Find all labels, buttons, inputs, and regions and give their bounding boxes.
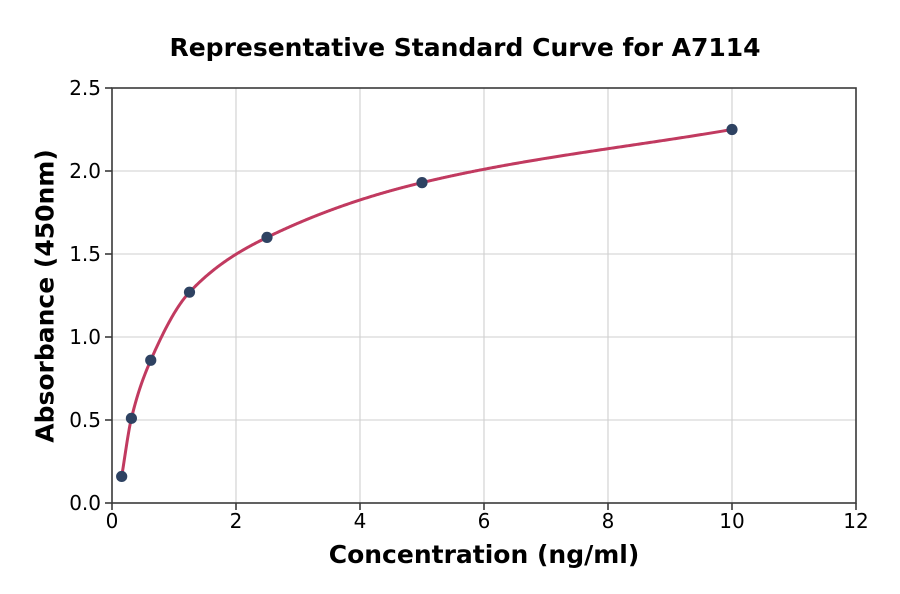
x-tick-label: 2 bbox=[230, 509, 243, 533]
data-point bbox=[416, 177, 428, 189]
x-tick-label: 0 bbox=[106, 509, 119, 533]
data-point bbox=[125, 412, 138, 424]
y-tick-label: 2.5 bbox=[69, 76, 101, 100]
y-tick-label: 0.0 bbox=[69, 491, 101, 515]
data-point bbox=[726, 123, 738, 136]
y-tick-label: 1.5 bbox=[69, 242, 101, 266]
x-axis-label: Concentration (ng/ml) bbox=[328, 540, 640, 569]
y-tick-label: 0.5 bbox=[69, 408, 101, 432]
data-point bbox=[183, 286, 196, 298]
x-tick-label: 4 bbox=[354, 509, 367, 533]
y-tick-label: 2.0 bbox=[69, 159, 101, 183]
y-axis-label: Absorbance (450nm) bbox=[30, 149, 60, 443]
data-point bbox=[145, 354, 157, 366]
data-point bbox=[116, 470, 128, 483]
y-tick-label: 1.0 bbox=[69, 325, 101, 349]
x-tick-label: 8 bbox=[602, 509, 615, 533]
data-point bbox=[261, 231, 273, 243]
x-tick-label: 6 bbox=[478, 509, 491, 533]
x-tick-label: 12 bbox=[843, 509, 868, 533]
x-tick-label: 10 bbox=[719, 509, 744, 533]
chart-title: Representative Standard Curve for A7114 bbox=[169, 33, 761, 62]
